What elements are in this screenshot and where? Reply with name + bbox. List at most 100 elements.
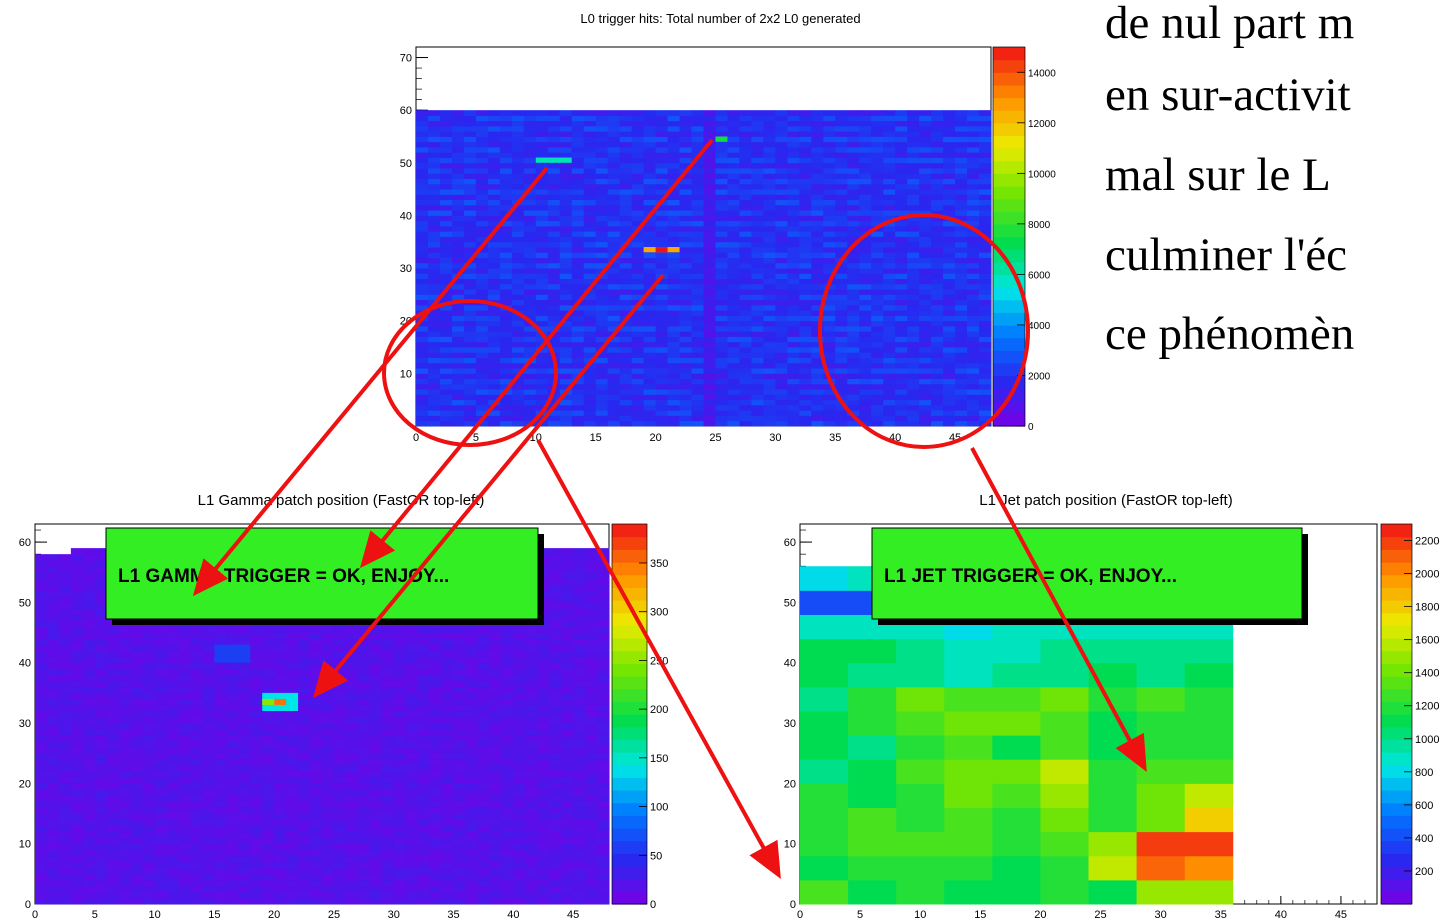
heatmap-cell — [595, 283, 609, 290]
heatmap-cell — [679, 136, 692, 143]
heatmap-cell — [202, 698, 215, 706]
heatmap-cell — [405, 795, 419, 802]
heatmap-cell — [416, 157, 429, 164]
heatmap-cell — [571, 183, 585, 190]
heatmap-cell — [547, 262, 561, 269]
heatmap-cell — [523, 241, 537, 248]
heatmap-cell — [465, 783, 478, 790]
heatmap-cell — [703, 189, 716, 195]
heatmap-cell — [427, 215, 441, 222]
heatmap-cell — [751, 404, 764, 411]
heatmap-cell — [823, 268, 836, 274]
heatmap-cell — [547, 294, 561, 301]
heatmap-cell — [487, 294, 501, 301]
heatmap-cell — [585, 813, 598, 820]
heatmap-cell — [142, 759, 155, 766]
heatmap-cell — [799, 310, 812, 316]
heatmap-cell — [895, 141, 908, 148]
colorbar-segment — [993, 223, 1025, 238]
heatmap-cell — [691, 420, 704, 427]
heatmap-cell — [487, 368, 501, 374]
heatmap-cell — [451, 210, 465, 216]
heatmap-cell — [166, 704, 179, 712]
heatmap-cell — [895, 183, 908, 190]
heatmap-cell — [943, 310, 956, 316]
heatmap-cell — [547, 268, 561, 274]
heatmap-cell — [501, 891, 514, 899]
heatmap-cell — [943, 410, 956, 416]
heatmap-cell — [619, 299, 633, 306]
heatmap-cell — [475, 320, 489, 327]
heatmap-cell — [82, 735, 96, 742]
heatmap-cell — [214, 680, 227, 688]
heatmap-cell — [739, 210, 752, 216]
heatmap-cell — [847, 257, 860, 264]
heatmap-cell — [763, 120, 776, 127]
heatmap-cell — [583, 310, 597, 316]
heatmap-cell — [475, 147, 489, 153]
heatmap-cell — [416, 136, 429, 143]
heatmap-cell — [595, 131, 609, 137]
heatmap-cell — [559, 125, 573, 132]
heatmap-cell — [537, 680, 550, 688]
heatmap-cell — [393, 771, 407, 778]
heatmap-cell — [441, 765, 454, 772]
heatmap-cell — [691, 220, 704, 227]
heatmap-cell — [919, 362, 932, 369]
heatmap-cell — [607, 273, 621, 280]
heatmap-cell — [451, 162, 465, 169]
heatmap-cell — [94, 879, 108, 887]
heatmap-cell — [369, 855, 383, 863]
heatmap-cell — [607, 373, 621, 380]
heatmap-cell — [883, 157, 896, 164]
heatmap-cell — [607, 410, 621, 416]
heatmap-cell — [835, 199, 848, 206]
heatmap-cell — [667, 147, 680, 153]
heatmap-cell — [655, 352, 668, 358]
heatmap-cell — [416, 215, 429, 222]
y-tick-label: 50 — [19, 597, 31, 609]
heatmap-cell — [489, 861, 502, 869]
heatmap-cell — [583, 394, 597, 401]
heatmap-cell — [895, 225, 908, 232]
heatmap-cell — [427, 378, 441, 385]
heatmap-cell — [416, 325, 429, 332]
heatmap-cell — [895, 415, 908, 422]
heatmap-cell — [715, 347, 728, 353]
heatmap-cell — [799, 373, 812, 380]
heatmap-cell — [667, 157, 680, 164]
heatmap-cell — [655, 131, 668, 137]
heatmap-cell — [859, 415, 872, 422]
heatmap-cell — [142, 885, 155, 893]
heatmap-cell — [274, 885, 287, 893]
heatmap-cell — [703, 147, 716, 153]
heatmap-cell — [106, 723, 120, 730]
heatmap-cell — [799, 131, 812, 137]
heatmap-cell — [787, 325, 800, 332]
heatmap-cell — [369, 843, 383, 851]
heatmap-cell — [465, 843, 478, 851]
heatmap-cell — [463, 394, 477, 401]
heatmap-cell — [955, 415, 968, 422]
heatmap-cell — [190, 735, 203, 742]
heatmap-cell — [619, 173, 633, 179]
heatmap-cell — [451, 141, 465, 148]
heatmap-cell — [549, 795, 562, 802]
heatmap-cell — [943, 262, 956, 269]
heatmap-cell — [679, 352, 692, 358]
heatmap-cell — [931, 262, 944, 269]
heatmap-cell — [262, 867, 275, 875]
heatmap-cell — [691, 162, 704, 169]
heatmap-cell — [417, 765, 431, 772]
heatmap-cell — [345, 825, 359, 833]
heatmap-cell — [322, 837, 335, 845]
heatmap-cell — [583, 331, 597, 337]
heatmap-cell — [286, 753, 299, 760]
heatmap-cell — [369, 759, 383, 766]
heatmap-cell — [727, 136, 740, 143]
heatmap-cell — [441, 777, 454, 784]
heatmap-cell — [322, 698, 335, 706]
heatmap-cell — [537, 873, 550, 881]
heatmap-cell — [427, 262, 441, 269]
heatmap-cell — [895, 252, 908, 258]
